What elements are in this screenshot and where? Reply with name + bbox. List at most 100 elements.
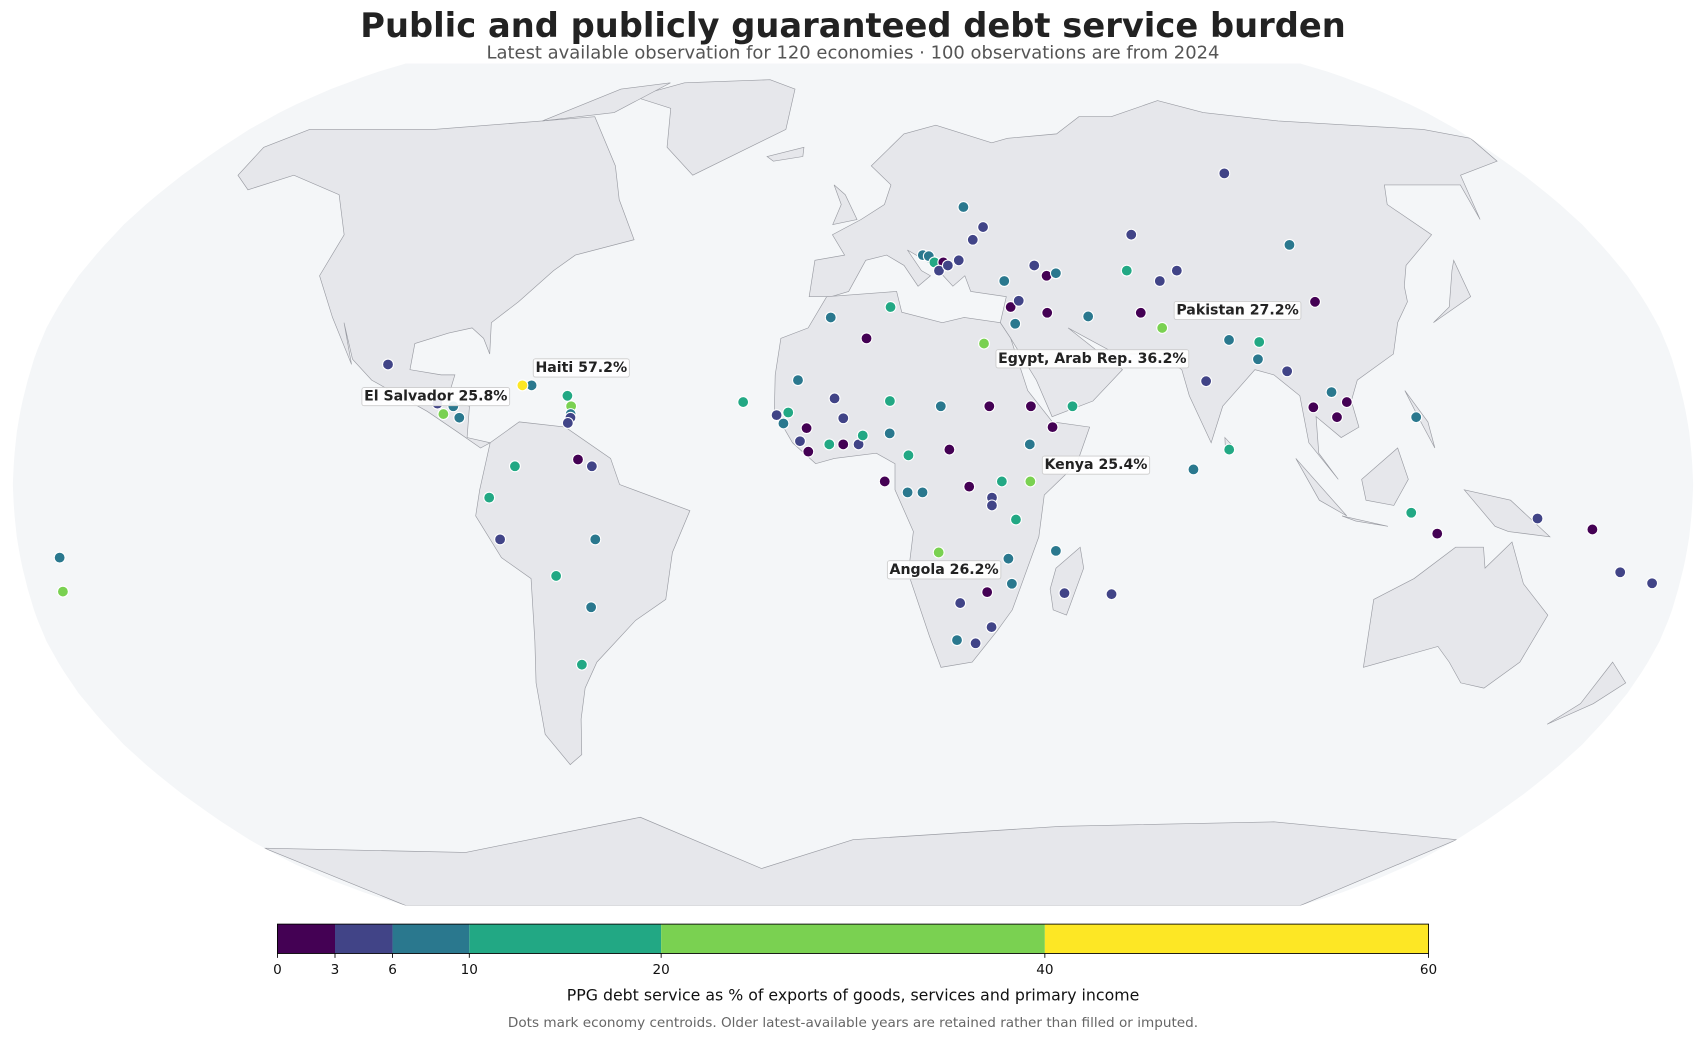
economy-dot	[932, 546, 945, 559]
economy-dot	[1024, 400, 1037, 413]
map-background	[12, 63, 1694, 906]
economy-dot	[1028, 259, 1041, 272]
economy-dot	[1646, 577, 1659, 590]
land-shape	[475, 421, 691, 766]
economy-dot	[883, 427, 896, 440]
colorbar-segment	[661, 924, 1045, 954]
economy-dot	[1325, 386, 1338, 399]
economy-dot	[860, 332, 873, 345]
economy-dot	[802, 445, 815, 458]
economy-dot	[995, 475, 1008, 488]
economy-dot	[1531, 512, 1544, 525]
economy-dot	[550, 569, 563, 582]
chart-subtitle: Latest available observation for 120 eco…	[487, 43, 1220, 64]
economy-dot	[1041, 306, 1054, 319]
annotation-box	[1041, 455, 1151, 475]
economy-dot	[902, 449, 915, 462]
economy-dot	[1586, 523, 1599, 536]
economy-dot	[508, 460, 521, 473]
annotation-label: Haiti 57.2%	[535, 360, 627, 376]
annotation: Kenya 25.4%	[1041, 455, 1151, 475]
economy-dot	[1082, 310, 1095, 323]
annotation-label: Angola 26.2%	[890, 562, 999, 578]
economy-dot	[782, 406, 795, 419]
annotation-label: Kenya 25.4%	[1044, 457, 1147, 473]
colorbar-segment	[1044, 924, 1429, 954]
economy-dot	[1253, 336, 1266, 348]
economy-dot	[1153, 275, 1166, 287]
economy-dot	[1009, 317, 1022, 330]
economy-dot	[561, 416, 574, 429]
economy-dot	[382, 358, 394, 371]
colorbar-frame	[277, 923, 1429, 954]
economy-dot	[952, 254, 965, 267]
economy-dot	[561, 389, 574, 402]
economy-dot	[943, 443, 956, 456]
land-shape	[774, 291, 1091, 668]
economy-dot	[901, 486, 914, 499]
annotation-box	[886, 560, 1002, 580]
economy-dot	[916, 486, 929, 499]
land-shape	[1463, 489, 1551, 538]
economy-dot	[1049, 544, 1062, 557]
economy-dot	[575, 658, 588, 671]
economy-dot	[800, 422, 813, 435]
economy-dot	[957, 201, 970, 214]
economy-dot	[837, 438, 850, 451]
economy-dot	[1134, 306, 1147, 319]
economy-dot	[571, 453, 584, 466]
colorbar-tick-label: 6	[388, 962, 397, 978]
economy-dot	[1218, 167, 1231, 180]
economy-dot	[585, 601, 598, 614]
economy-dot	[856, 429, 869, 442]
economy-dot	[981, 586, 994, 599]
economy-dot	[963, 480, 976, 493]
economy-dot	[1307, 401, 1320, 414]
economy-dot	[1223, 333, 1236, 346]
economy-dot	[1405, 506, 1418, 519]
economy-dot	[824, 311, 837, 324]
land-shape	[832, 184, 858, 225]
economy-dot	[978, 337, 990, 350]
land	[237, 79, 1627, 906]
economy-dot	[985, 499, 998, 512]
economy-dot	[951, 634, 963, 647]
dots	[53, 167, 1659, 671]
colorbar: 0 3 6 10 20 40 60	[273, 923, 1437, 978]
economy-dot	[933, 264, 945, 277]
annotation-label: El Salvador 25.8%	[364, 389, 507, 405]
economy-dot	[1309, 295, 1321, 308]
annotation: Pakistan 27.2%	[1173, 300, 1302, 321]
economy-dot	[883, 395, 896, 407]
economy-dot	[56, 585, 69, 598]
economy-dot	[1049, 267, 1062, 280]
land-shape	[808, 100, 1498, 480]
economy-dot	[516, 379, 529, 392]
economy-dot	[998, 275, 1011, 287]
economy-dot	[1046, 421, 1059, 434]
colorbar-tick-label: 10	[461, 962, 478, 978]
colorbar-tick-label: 40	[1036, 962, 1053, 978]
economy-dot	[1009, 513, 1022, 526]
colorbar-segment	[277, 924, 335, 954]
economy-dot	[1170, 264, 1183, 277]
economy-dot	[1223, 443, 1236, 456]
economy-dot	[985, 621, 998, 634]
economy-dot	[1105, 588, 1118, 601]
land-shape	[1361, 447, 1409, 506]
colorbar-tick-label: 60	[1420, 962, 1437, 978]
economy-dot	[494, 533, 507, 546]
land-shape	[237, 116, 635, 449]
annotation: El Salvador 25.8%	[361, 387, 511, 407]
economy-dot	[1125, 228, 1138, 241]
economy-dot	[1005, 577, 1018, 590]
economy-dot	[941, 259, 954, 272]
land-shape	[766, 146, 805, 162]
economy-dot	[1340, 396, 1353, 409]
economy-dot	[437, 408, 450, 421]
land-shape	[542, 82, 671, 122]
economy-dot	[828, 392, 841, 405]
annotation-box	[1173, 300, 1302, 321]
land-shape	[633, 79, 796, 176]
